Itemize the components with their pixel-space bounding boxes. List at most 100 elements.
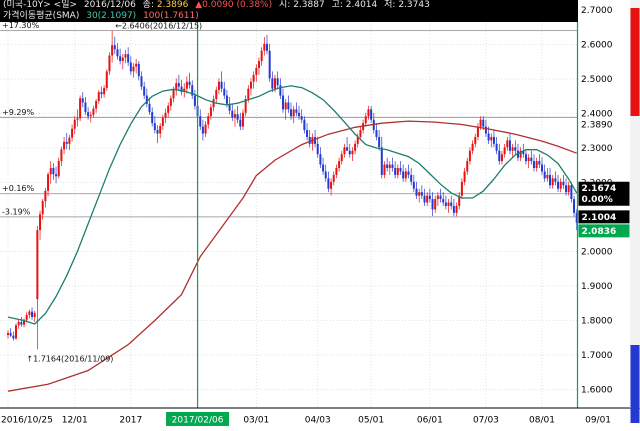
candle-body-down — [370, 109, 373, 120]
candle-body-down — [562, 181, 565, 186]
candle-body-up — [39, 214, 42, 231]
candle-body-down — [444, 202, 447, 206]
candle-body-up — [260, 50, 263, 62]
candle-body-down — [508, 140, 511, 151]
chart-info-bar: (미국-10Y> <일> 2016/12/06 종: 2.3896 ▲0.009… — [0, 0, 578, 22]
candle-body-down — [220, 81, 223, 89]
candle-body-up — [183, 88, 186, 93]
right-scroll-lower-segment[interactable] — [630, 345, 640, 423]
candle-body-down — [193, 95, 196, 106]
candle-body-up — [207, 116, 210, 125]
candle-body-up — [244, 99, 247, 113]
candle-body-up — [164, 112, 167, 118]
candle-body-down — [442, 199, 445, 203]
candle-body-down — [375, 130, 378, 137]
candle-body-down — [129, 62, 132, 72]
candle-body-up — [92, 108, 95, 115]
x-axis-label: 05/01 — [358, 416, 384, 426]
candle-body-down — [407, 171, 410, 175]
candle-body-up — [418, 192, 421, 196]
candle-body-down — [295, 109, 298, 113]
candles — [7, 30, 578, 350]
event-annotation: ↑1.7164(2016/11/09) — [26, 354, 113, 363]
candle-body-up — [388, 164, 391, 169]
percent-change-label: +0.16% — [2, 184, 35, 193]
candle-body-down — [412, 181, 415, 189]
candle-body-up — [28, 311, 31, 315]
candle-body-up — [97, 92, 100, 102]
candle-body-down — [236, 114, 239, 120]
candle-body-up — [41, 201, 44, 215]
candle-body-up — [161, 117, 164, 126]
change-value: ▲0.0090 (0.38%) — [195, 0, 273, 10]
candle-body-down — [290, 109, 293, 117]
candle-body-up — [159, 125, 162, 134]
candle-body-up — [169, 98, 172, 106]
candle-body-up — [356, 136, 359, 144]
candle-body-up — [215, 90, 218, 100]
candle-body-up — [330, 181, 333, 189]
candle-body-down — [530, 157, 533, 162]
candle-body-down — [52, 168, 55, 175]
candle-body-up — [121, 57, 124, 62]
y-axis-label: 2.5000 — [581, 75, 613, 85]
candle-body-up — [247, 88, 250, 100]
candle-body-up — [71, 128, 74, 138]
candle-body-down — [65, 141, 68, 144]
right-scroll-upper-segment[interactable] — [630, 8, 640, 116]
candle-body-up — [463, 171, 466, 182]
sma30-line — [7, 85, 578, 325]
candle-body-up — [252, 74, 255, 82]
event-annotation: ←2.6406(2016/12/15) — [115, 21, 202, 30]
candle-body-up — [172, 90, 175, 99]
candle-body-down — [12, 335, 15, 339]
y-axis-label: 1.8000 — [581, 317, 613, 327]
candle-body-up — [559, 181, 562, 189]
candle-body-up — [263, 43, 266, 51]
candle-body-down — [145, 95, 148, 104]
candle-body-up — [124, 54, 127, 58]
candle-body-up — [132, 66, 135, 72]
candle-body-up — [367, 109, 370, 117]
price-tag-text: 2.0836 — [582, 227, 617, 237]
right-scroll-track[interactable] — [630, 0, 640, 408]
candle-body-up — [241, 112, 244, 127]
candle-body-up — [7, 332, 9, 335]
candle-body-up — [255, 67, 258, 75]
candle-body-down — [55, 174, 58, 177]
x-axis-label: 2016/10/25 — [1, 416, 53, 426]
open-value: 2.3887 — [293, 0, 325, 10]
ma-legend-title: 가격이동평균(SMA) — [3, 11, 80, 21]
candle-body-down — [316, 143, 319, 155]
candle-body-down — [431, 199, 434, 210]
candle-body-down — [319, 154, 322, 165]
candle-body-down — [346, 147, 349, 151]
candle-body-up — [404, 171, 407, 179]
candle-body-down — [484, 126, 487, 134]
candle-body-up — [471, 143, 474, 151]
candle-body-down — [199, 116, 202, 127]
candle-body-up — [546, 174, 549, 179]
candle-body-up — [527, 157, 530, 162]
candle-body-up — [503, 147, 506, 155]
candle-body-down — [180, 86, 183, 93]
candle-body-down — [386, 164, 389, 169]
candle-body-up — [17, 321, 20, 326]
candle-body-up — [354, 143, 357, 151]
y-axis-label: 1.9000 — [581, 282, 613, 292]
low-value: 2.3743 — [398, 0, 430, 10]
candle-body-down — [327, 178, 330, 189]
candle-body-up — [500, 154, 503, 162]
candle-body-down — [557, 181, 560, 189]
candle-body-up — [567, 185, 570, 193]
candle-body-down — [140, 76, 143, 87]
candle-body-up — [551, 178, 554, 186]
candle-body-up — [274, 78, 276, 89]
candle-body-up — [135, 63, 138, 67]
candle-body-down — [322, 164, 325, 172]
highlight-date-box — [166, 412, 230, 426]
candle-body-up — [458, 195, 461, 206]
candle-body-up — [47, 174, 50, 191]
